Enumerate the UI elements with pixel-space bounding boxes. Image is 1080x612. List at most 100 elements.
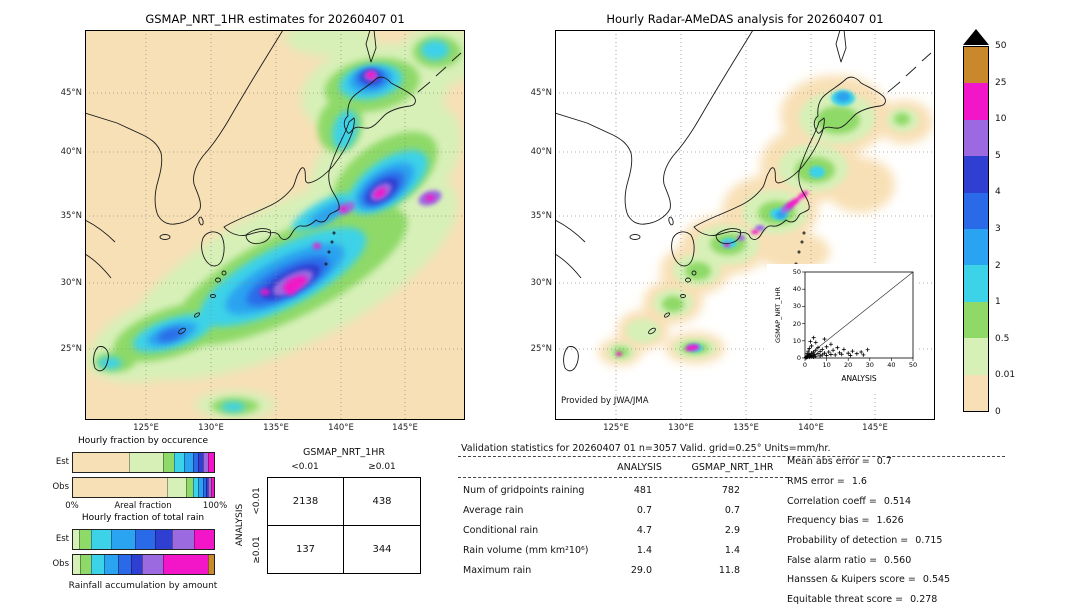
stats-title: Validation statistics for 20260407 01 n=… — [461, 443, 831, 454]
occurrence-axis-min: 0% — [65, 501, 79, 511]
svg-text:10: 10 — [822, 361, 830, 369]
svg-text:40: 40 — [887, 361, 895, 369]
inset-tick-labels: 0 10 20 30 40 50 0 10 20 30 40 50 — [793, 268, 917, 369]
stats-gsmap-value: 1.4 — [724, 545, 740, 556]
metric-row: Equitable threat score = 0.278 — [787, 594, 937, 605]
radar-lat-tick: 45°N — [530, 88, 552, 98]
gsmap-map-title: GSMAP_NRT_1HR estimates for 20260407 01 — [145, 12, 405, 26]
svg-text:50: 50 — [793, 268, 801, 276]
inset-xlabel: ANALYSIS — [841, 374, 877, 383]
contingency-cell: 344 — [372, 543, 392, 555]
metric-label: Frequency bias = — [787, 515, 870, 526]
gsmap-lon-tick: 125°E — [133, 423, 159, 433]
inset-ylabel: GSMAP_NRT_1HR — [774, 286, 782, 343]
stats-gsmap-value: 11.8 — [718, 565, 740, 576]
svg-text:20: 20 — [844, 361, 852, 369]
gsmap-lat-tick: 25°N — [60, 344, 82, 354]
metric-value: 0.514 — [883, 496, 912, 507]
occurrence-axis-label: Areal fraction — [114, 501, 172, 511]
metric-row: Frequency bias = 1.626 — [787, 515, 904, 526]
stats-analysis-value: 29.0 — [630, 565, 652, 576]
radar-lon-tick: 130°E — [668, 423, 694, 433]
stats-analysis-value: 0.7 — [636, 505, 652, 516]
occurrence-axis-max: 100% — [202, 501, 228, 511]
metric-value: 0.7 — [876, 456, 892, 467]
colorbar-labels: 50 25 10 5 4 3 2 1 0.5 0.01 0 — [995, 41, 1016, 417]
occurrence-obs-bar — [72, 477, 215, 498]
radar-lon-tick: 125°E — [603, 423, 629, 433]
metric-label: Probability of detection = — [787, 535, 909, 546]
svg-text:40: 40 — [793, 285, 801, 293]
radar-map-canvas: 0 10 20 30 40 50 0 10 20 30 40 50 GSMAP_… — [554, 29, 935, 420]
gsmap-map-canvas — [84, 20, 480, 420]
gsmap-map — [84, 20, 480, 420]
contingency-col-label-ge: ≥0.01 — [368, 462, 396, 472]
stats-row-label: Average rain — [463, 505, 524, 516]
contingency-col-label-lt: <0.01 — [291, 462, 319, 472]
one-to-one-line — [804, 271, 914, 359]
svg-text:10: 10 — [793, 337, 801, 345]
metric-value: 0.715 — [915, 535, 943, 546]
colorbar-segments — [963, 46, 989, 412]
contingency-row-label-lt: <0.01 — [252, 487, 262, 515]
metric-label: Mean abs error = — [787, 456, 870, 467]
svg-text:20: 20 — [793, 320, 801, 328]
metric-value: 0.278 — [910, 594, 938, 605]
metric-label: RMS error = — [787, 476, 845, 487]
metric-row: RMS error = 1.6 — [787, 476, 867, 487]
occurrence-chart-title: Hourly fraction by occurence — [77, 436, 209, 446]
contingency-col-group-label: GSMAP_NRT_1HR — [303, 447, 385, 458]
metric-value: 1.626 — [876, 515, 904, 526]
stats-analysis-value: 1.4 — [636, 545, 652, 556]
colorbar-overflow-triangle — [963, 29, 989, 45]
gsmap-lat-tick: 35°N — [60, 211, 82, 221]
total-rain-caption: Rainfall accumulation by amount — [68, 581, 218, 591]
stats-analysis-value: 4.7 — [636, 525, 652, 536]
contingency-cell: 2138 — [268, 478, 344, 526]
metric-label: Equitable threat score = — [787, 594, 904, 605]
radar-lat-tick: 25°N — [530, 344, 552, 354]
metric-value: 0.560 — [884, 555, 912, 566]
radar-lat-tick: 40°N — [530, 147, 552, 157]
metric-label: Correlation coeff = — [787, 496, 877, 507]
gsmap-lat-tick: 30°N — [60, 278, 82, 288]
radar-lon-tick: 140°E — [798, 423, 824, 433]
coastlines — [554, 29, 932, 372]
stats-analysis-value: 481 — [633, 485, 652, 496]
metric-value: 1.6 — [851, 476, 867, 487]
contingency-row-group-label: ANALYSIS — [235, 503, 245, 547]
occurrence-obs-label: Obs — [52, 482, 69, 492]
metric-row: False alarm ratio = 0.560 — [787, 555, 911, 566]
contingency-table: 2138 438 137 344 — [267, 477, 421, 574]
occurrence-est-label: Est — [55, 457, 69, 467]
stats-row-label: Rain volume (mm km²10⁶) — [463, 545, 589, 556]
total-rain-est-label: Est — [55, 534, 69, 544]
total-rain-chart-title: Hourly fraction of total rain — [81, 513, 205, 523]
radar-lon-tick: 145°E — [862, 423, 888, 433]
stats-row-label: Num of gridpoints raining — [463, 485, 585, 496]
metric-label: Hanssen & Kuipers score = — [787, 574, 916, 585]
grid-lines — [85, 30, 465, 420]
total-rain-obs-label: Obs — [52, 559, 69, 569]
coastlines — [84, 29, 462, 372]
gsmap-lon-tick: 140°E — [328, 423, 354, 433]
map-credit: Provided by JWA/JMA — [561, 396, 649, 406]
metric-value: 0.545 — [922, 574, 951, 585]
metric-row: Probability of detection = 0.715 — [787, 535, 942, 546]
gsmap-lat-tick: 45°N — [60, 88, 82, 98]
svg-text:30: 30 — [866, 361, 874, 369]
metric-row: Correlation coeff = 0.514 — [787, 496, 911, 507]
inset-ticks — [802, 271, 914, 361]
stats-row-label: Conditional rain — [463, 525, 539, 536]
metric-row: Mean abs error = 0.7 — [787, 456, 892, 467]
gsmap-lon-tick: 145°E — [392, 423, 418, 433]
occurrence-est-bar — [72, 452, 215, 473]
svg-text:0: 0 — [797, 354, 801, 362]
stats-divider-header — [458, 477, 788, 478]
inset-scatter: 0 10 20 30 40 50 0 10 20 30 40 50 GSMAP_… — [767, 264, 919, 392]
radar-map-title: Hourly Radar-AMeDAS analysis for 2026040… — [606, 12, 884, 26]
radar-lon-tick: 135°E — [733, 423, 759, 433]
metric-label: False alarm ratio = — [787, 555, 878, 566]
stats-row-label: Maximum rain — [463, 565, 532, 576]
